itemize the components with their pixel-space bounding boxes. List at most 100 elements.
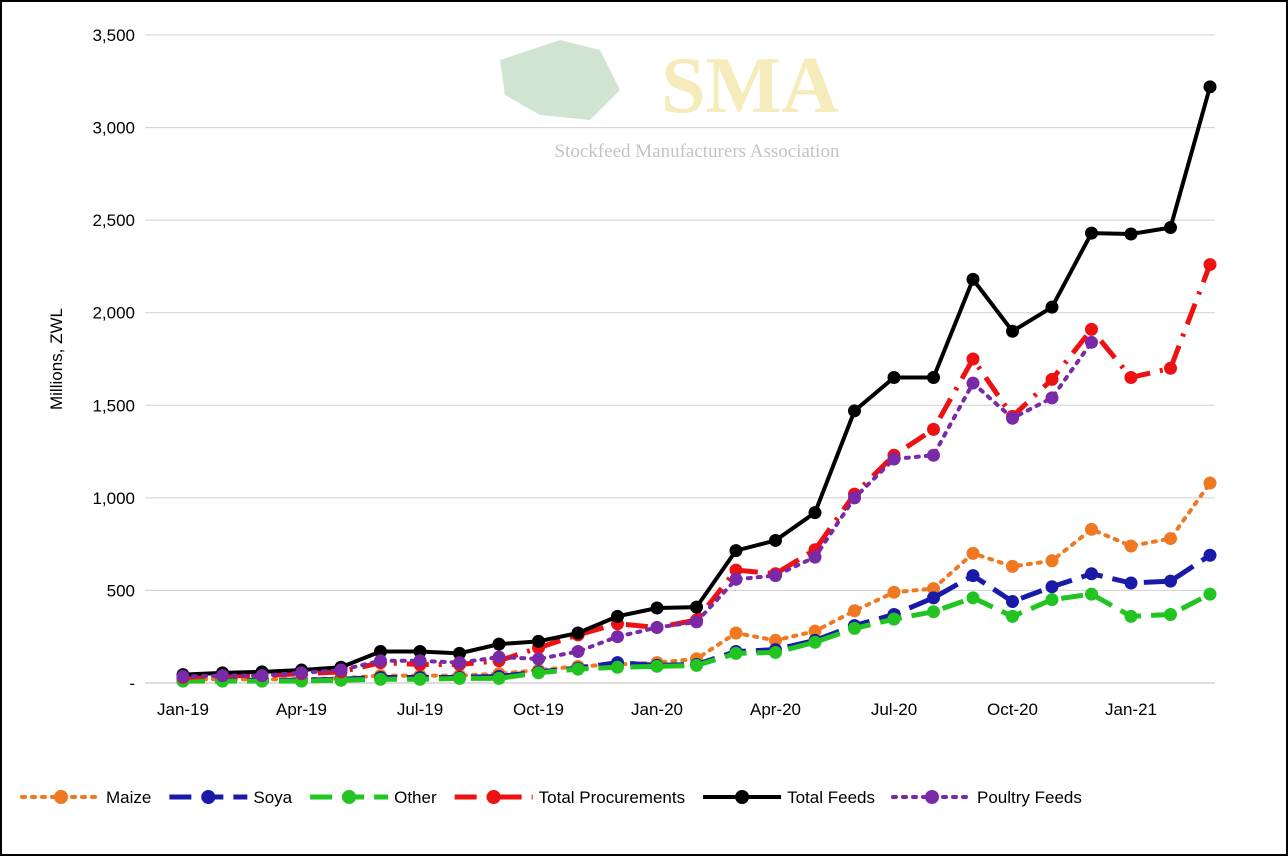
data-point	[966, 352, 980, 366]
data-point	[769, 569, 782, 583]
x-tick-label: Oct-19	[513, 700, 564, 719]
data-point	[1045, 391, 1059, 405]
data-point	[1203, 258, 1217, 272]
data-point	[532, 652, 545, 666]
data-point	[453, 656, 466, 670]
data-point	[966, 376, 980, 390]
data-point	[769, 633, 782, 647]
data-point	[1045, 593, 1059, 607]
y-tick-label: 2,000	[92, 304, 135, 323]
data-point	[1164, 361, 1177, 375]
data-point	[1045, 300, 1059, 314]
data-point	[571, 645, 585, 659]
legend-marker	[486, 790, 501, 804]
data-point	[1124, 539, 1138, 553]
data-point	[1124, 576, 1138, 590]
data-point	[966, 272, 980, 286]
legend-label: Other	[394, 788, 437, 807]
data-point	[690, 600, 703, 614]
y-tick-label: 1,500	[92, 396, 135, 415]
logo-subtitle: Stockfeed Manufacturers Association	[555, 141, 840, 162]
legend-item: Poultry Feeds	[890, 788, 1082, 807]
data-point	[1045, 580, 1059, 594]
data-point	[1006, 559, 1019, 573]
data-point	[966, 546, 980, 560]
data-point	[1203, 476, 1217, 490]
y-tick-label: -	[129, 674, 135, 693]
data-point	[611, 630, 624, 644]
data-point	[492, 650, 506, 664]
x-tick-label: Jan-19	[157, 700, 209, 719]
data-point	[887, 585, 901, 599]
data-point	[453, 671, 466, 685]
data-point	[1124, 227, 1138, 241]
data-point	[769, 645, 782, 659]
data-point	[1085, 587, 1098, 601]
data-point	[887, 612, 901, 626]
legend-label: Maize	[106, 788, 151, 807]
logo-title: SMA	[661, 42, 839, 130]
data-point	[927, 422, 940, 436]
data-point	[729, 563, 743, 577]
data-point	[1164, 574, 1177, 588]
x-tick-label: Oct-20	[987, 700, 1038, 719]
data-point	[611, 609, 624, 623]
data-point	[927, 605, 940, 619]
x-tick-label: Jan-21	[1105, 700, 1157, 719]
data-point	[927, 448, 940, 462]
data-point	[1045, 554, 1059, 568]
data-point	[571, 626, 585, 640]
data-point	[374, 654, 387, 668]
data-point	[1006, 324, 1019, 338]
legend-label: Poultry Feeds	[977, 788, 1082, 807]
data-point	[690, 658, 703, 672]
y-tick-label: 2,500	[92, 211, 135, 230]
data-point	[927, 371, 940, 385]
data-point	[611, 660, 624, 674]
data-point	[729, 646, 743, 660]
data-point	[413, 645, 427, 659]
y-tick-label: 500	[107, 581, 135, 600]
data-point	[532, 666, 545, 680]
x-tick-label: Jul-20	[871, 700, 917, 719]
data-point	[1085, 567, 1098, 581]
data-point	[374, 672, 387, 686]
data-point	[1006, 411, 1019, 425]
data-point	[1164, 607, 1177, 621]
x-tick-label: Apr-19	[276, 700, 327, 719]
data-point	[413, 654, 427, 668]
legend-label: Soya	[253, 788, 292, 807]
data-point	[769, 533, 782, 547]
data-point	[1203, 548, 1217, 562]
x-tick-label: Apr-20	[750, 700, 801, 719]
legend-item: Other	[310, 788, 437, 807]
data-point	[690, 615, 703, 629]
data-point	[334, 663, 348, 677]
data-point	[1085, 522, 1098, 536]
data-point	[966, 569, 980, 583]
data-point	[1085, 226, 1098, 240]
data-point	[1203, 80, 1217, 94]
data-point	[808, 635, 822, 649]
legend-marker	[201, 790, 216, 804]
y-tick-label: 1,000	[92, 489, 135, 508]
data-point	[1124, 371, 1138, 385]
data-point	[729, 544, 743, 558]
data-point	[848, 404, 861, 418]
data-point	[808, 550, 822, 564]
data-point	[729, 626, 743, 640]
data-point	[808, 506, 822, 520]
legend-marker	[342, 790, 357, 804]
data-point	[1006, 595, 1019, 609]
data-point	[295, 666, 308, 680]
y-tick-label: 3,500	[92, 26, 135, 45]
data-point	[453, 646, 466, 660]
data-point	[255, 669, 269, 683]
data-point	[492, 671, 506, 685]
data-point	[1124, 609, 1138, 623]
data-point	[1006, 609, 1019, 623]
data-point	[1085, 335, 1098, 349]
data-point	[374, 645, 387, 659]
